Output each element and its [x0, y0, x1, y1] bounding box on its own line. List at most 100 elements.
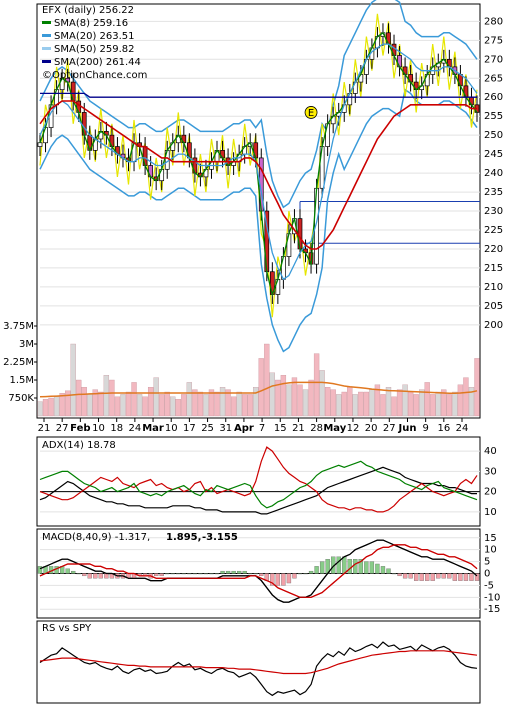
macd-histogram-bar: [319, 561, 325, 574]
macd-histogram-bar: [82, 573, 87, 577]
macd-line-0: [39, 539, 478, 603]
earnings-marker-label: E: [308, 108, 314, 119]
macd-histogram-bar: [253, 573, 258, 575]
macd-histogram-bar: [474, 573, 480, 581]
x-tick-label: 15: [274, 423, 287, 434]
volume-tick-label: 1.5M: [9, 375, 34, 386]
x-tick-label: Apr: [234, 423, 254, 434]
volume-bar: [81, 387, 87, 417]
volume-bar: [192, 389, 198, 417]
macd-histogram-bar: [292, 573, 297, 579]
volume-axis: 3.75M 3M 2.25M 1.5M 750K: [3, 321, 37, 404]
macd-histogram-bar: [259, 573, 264, 577]
x-tick-label: 27: [56, 423, 69, 434]
macd-histogram-bar: [419, 573, 424, 581]
price-tick-label: 250: [484, 130, 503, 141]
macd-histogram-bar: [441, 573, 446, 579]
volume-bar: [37, 401, 43, 417]
volume-bar: [214, 391, 220, 417]
volume-bar: [291, 377, 298, 417]
volume-bar: [430, 394, 436, 417]
legend-swatch: [42, 34, 51, 37]
legend-entry: SMA(8) 259.16: [54, 18, 128, 29]
price-tick-label: 255: [484, 111, 503, 122]
volume-bar: [396, 389, 403, 417]
macd-layer-tick-label: 15: [484, 533, 497, 544]
macd-histogram-bar: [87, 573, 92, 579]
volume-bar: [142, 396, 148, 417]
volume-bar: [87, 394, 93, 417]
macd-histogram-bar: [93, 573, 98, 579]
volume-bar: [446, 394, 452, 417]
volume-bar: [308, 379, 314, 417]
macd-histogram-bar: [303, 573, 308, 575]
price-tick-label: 280: [484, 16, 503, 27]
sma-8-line: [39, 31, 478, 297]
volume-bar: [391, 396, 397, 417]
volume-bar: [457, 384, 464, 417]
price-tick-label: 240: [484, 168, 503, 179]
x-tick-label: Mar: [142, 423, 164, 434]
macd-histogram-bar: [71, 570, 76, 574]
volume-bar: [92, 389, 98, 417]
volume-bar: [258, 358, 264, 417]
rs-layer: RS vs SPY: [39, 623, 478, 697]
price-tick-label: 215: [484, 263, 503, 274]
price-axis: 280 275 270 265 260 255 250 245 240 235 230 225 220 2…: [484, 16, 503, 330]
volume-bar: [103, 375, 110, 417]
macd-histogram-bar: [165, 573, 170, 575]
macd-signal-value: 1.895,: [166, 532, 201, 543]
macd-histogram-bar: [452, 573, 458, 581]
price-tick-label: 260: [484, 92, 503, 103]
volume-bar: [269, 372, 275, 417]
price-tick-label: 235: [484, 187, 503, 198]
x-axis: 21 27 Feb 10 18 24 Mar 10 17 25 31 Apr 7 15 21 28 May 12 2…: [38, 418, 468, 434]
volume-bar: [109, 379, 115, 417]
volume-bar: [380, 394, 386, 417]
price-tick-label: 230: [484, 206, 503, 217]
macd-histogram-bar: [286, 573, 292, 584]
x-tick-label: 16: [437, 423, 450, 434]
volume-bar: [181, 394, 187, 417]
adx-layer-tick-label: 30: [484, 466, 497, 477]
volume-bar: [120, 394, 126, 417]
macd-histogram-bar: [347, 559, 352, 574]
macd-histogram-bar: [353, 559, 358, 574]
bollinger-upper-line: [39, 0, 478, 209]
adx-layer-tick-label: 40: [484, 446, 497, 457]
legend-entry: ©OptionChance.com: [42, 70, 147, 81]
macd-histogram-bar: [181, 573, 186, 575]
macd-histogram-bar: [458, 573, 463, 581]
volume-bar: [175, 399, 181, 417]
volume-bar: [319, 370, 325, 417]
x-tick-label: 9: [422, 423, 428, 434]
price-tick-label: 200: [484, 320, 503, 331]
macd-histogram-bar: [198, 573, 203, 575]
macd-histogram-bar: [248, 573, 253, 575]
volume-bar: [441, 389, 447, 417]
volume-bar: [330, 389, 336, 417]
adx-layer: 40 30 20 10 ADX(14) 18.78: [39, 440, 497, 518]
price-tick-label: 225: [484, 225, 503, 236]
volume-bar: [48, 397, 54, 417]
volume-bar: [70, 343, 76, 417]
x-tick-label: 10: [165, 423, 178, 434]
volume-bar: [363, 391, 370, 417]
volume-average-line: [39, 381, 478, 398]
volume-bar: [313, 353, 320, 417]
macd-histogram-bar: [192, 573, 198, 575]
volume-bar: [242, 394, 248, 417]
x-tick-label: 31: [219, 423, 232, 434]
adx-panel-frame: [36, 436, 481, 527]
volume-tick-label: 2.25M: [3, 357, 34, 368]
macd-histogram-bar: [37, 566, 43, 574]
x-tick-label: 7: [259, 423, 265, 434]
volume-bar: [374, 384, 381, 417]
macd-histogram-bar: [220, 570, 225, 574]
macd-histogram-bar: [187, 573, 192, 575]
legend-swatch: [42, 47, 51, 50]
macd-histogram-bar: [242, 570, 247, 574]
volume-tick-label: 750K: [8, 393, 34, 404]
